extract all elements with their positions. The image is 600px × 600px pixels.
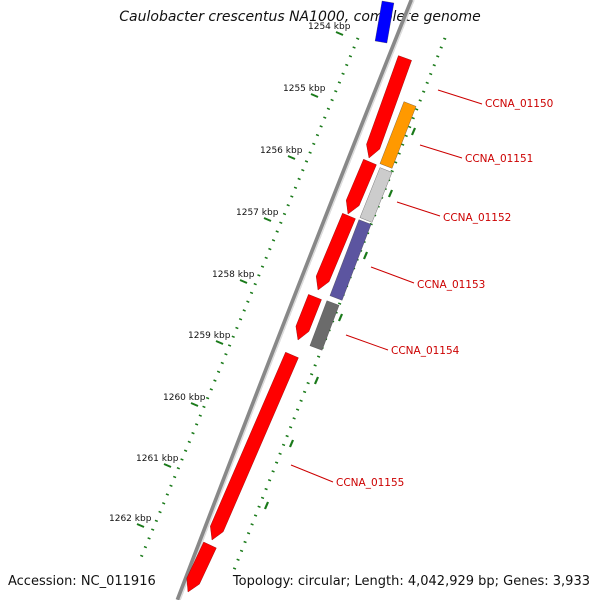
red-gene-arrow: [346, 159, 377, 215]
callout-line: [396, 201, 441, 217]
scale-tick: 1262 kbp: [109, 514, 152, 528]
tick-label: 1260 kbp: [163, 393, 206, 403]
scale-tick: 1255 kbp: [283, 84, 326, 98]
scale-ticks: 1254 kbp 1255 kbp 1256 kbp 1257 kbp 1258 kbp…: [109, 22, 417, 528]
outer-tick-mark: [410, 127, 417, 136]
gene-label: CCNA_01151: [465, 153, 533, 165]
tick-label: 1255 kbp: [283, 84, 326, 94]
accession-text: Accession: NC_011916: [8, 574, 156, 589]
outer-tick-mark: [313, 376, 320, 385]
scale-tick: 1254 kbp: [308, 22, 351, 36]
genome-summary-text: Topology: circular; Length: 4,042,929 bp…: [232, 574, 590, 589]
red-gene-arrow: [315, 213, 356, 291]
gene-label: CCNA_01153: [417, 279, 485, 291]
callout-line: [345, 334, 389, 351]
gene-bar-ccna_01152: [329, 219, 372, 301]
outer-tick-mark: [362, 251, 369, 260]
outer-tick-mark: [337, 313, 344, 322]
backbone-track: [175, 0, 415, 600]
callout-line: [370, 266, 415, 284]
callout-line: [419, 144, 463, 159]
gene-bar-ccna_01150: [379, 101, 417, 169]
dotted-ruler-outer: [230, 37, 447, 576]
outer-tick-mark: [263, 501, 270, 510]
gene-label: CCNA_01150: [485, 98, 553, 110]
outer-tick-mark: [387, 189, 394, 198]
outer-tick-mark: [288, 439, 295, 448]
gene-bar-ccna_01153: [309, 300, 340, 351]
red-gene-arrow: [210, 351, 299, 541]
scale-tick: 1258 kbp: [212, 270, 255, 284]
callout-line: [437, 89, 483, 105]
dotted-ruler-inner: [138, 37, 360, 561]
scale-tick: 1259 kbp: [188, 331, 231, 345]
callout-line: [290, 464, 334, 483]
scale-tick: 1256 kbp: [260, 146, 303, 160]
red-gene-arrow: [295, 294, 322, 341]
red-gene-arrow: [186, 541, 217, 593]
gene-labels: CCNA_01150 CCNA_01151 CCNA_01152 CCNA_01153…: [336, 98, 553, 489]
scale-tick: 1260 kbp: [163, 393, 206, 407]
scale-tick: 1257 kbp: [236, 208, 279, 222]
red-gene-arrow: [366, 55, 412, 159]
tick-label: 1257 kbp: [236, 208, 279, 218]
gene-label: CCNA_01155: [336, 477, 404, 489]
gene-label: CCNA_01152: [443, 212, 511, 224]
blue-feature: [374, 0, 395, 44]
gene-callout-lines: [290, 89, 483, 483]
gene-features: [186, 0, 417, 593]
tick-label: 1261 kbp: [136, 454, 179, 464]
tick-label: 1258 kbp: [212, 270, 255, 280]
tick-label: 1259 kbp: [188, 331, 231, 341]
scale-tick: 1261 kbp: [136, 454, 179, 468]
tick-label: 1256 kbp: [260, 146, 303, 156]
tick-label: 1254 kbp: [308, 22, 351, 32]
tick-label: 1262 kbp: [109, 514, 152, 524]
gene-label: CCNA_01154: [391, 345, 460, 357]
gene-bar-ccna_01151: [359, 167, 393, 223]
